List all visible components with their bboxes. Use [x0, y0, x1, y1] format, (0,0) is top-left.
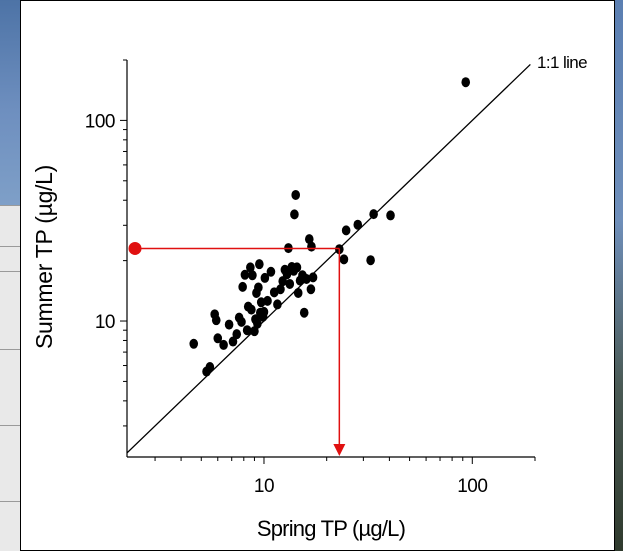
data-point — [242, 325, 252, 336]
data-point — [292, 262, 302, 273]
data-point — [237, 316, 246, 327]
data-point — [282, 269, 292, 280]
data-point — [308, 272, 318, 283]
data-point — [366, 255, 375, 266]
data-point — [291, 189, 301, 200]
y-tick-label: 100 — [85, 111, 115, 132]
data-point — [273, 299, 282, 310]
data-point — [219, 339, 228, 350]
data-point — [255, 259, 264, 270]
reference-line-layer — [126, 64, 531, 454]
data-point — [238, 281, 247, 292]
highlight-arrowhead — [333, 444, 346, 456]
x-tick-label: 10 — [254, 476, 274, 497]
data-point — [353, 219, 363, 230]
data-point — [224, 319, 234, 330]
data-point — [263, 295, 272, 306]
data-point — [250, 326, 259, 337]
data-point — [232, 329, 242, 340]
data-point — [290, 209, 299, 220]
data-point — [341, 225, 351, 236]
y-tick-label: 10 — [95, 312, 115, 333]
data-point — [339, 254, 349, 265]
data-point — [259, 306, 269, 317]
data-point — [254, 282, 263, 293]
data-point — [247, 304, 256, 315]
data-point — [228, 336, 238, 347]
data-point — [302, 273, 311, 284]
reference-line-label: 1:1 line — [537, 53, 587, 72]
one-to-one-line — [126, 64, 531, 454]
x-axis-label: Spring TP (µg/L) — [257, 516, 405, 541]
data-point — [307, 241, 316, 252]
data-point — [386, 210, 395, 221]
data-point — [276, 284, 285, 295]
data-point — [293, 287, 303, 298]
data-point — [285, 278, 295, 289]
data-point — [246, 262, 255, 273]
data-point — [299, 307, 309, 318]
data-point — [253, 318, 262, 329]
data-point — [211, 315, 221, 326]
data-point — [213, 333, 223, 344]
data-point — [248, 270, 257, 281]
points-layer — [189, 77, 471, 377]
highlight-layer — [128, 241, 346, 456]
highlight-start-marker — [128, 241, 142, 255]
data-point — [461, 77, 471, 88]
y-axis-label: Summer TP (µg/L) — [31, 165, 57, 349]
data-point — [369, 209, 378, 220]
data-point — [306, 284, 316, 295]
background-right-edge — [615, 0, 623, 551]
data-point — [266, 266, 276, 277]
data-point — [205, 361, 215, 372]
chart-panel — [20, 0, 615, 551]
axes-layer: 10 100 10 100 — [85, 59, 536, 497]
data-point — [278, 276, 288, 287]
data-point — [260, 272, 270, 283]
x-tick-label: 100 — [457, 476, 487, 497]
data-point — [189, 338, 199, 349]
data-point — [240, 269, 250, 280]
